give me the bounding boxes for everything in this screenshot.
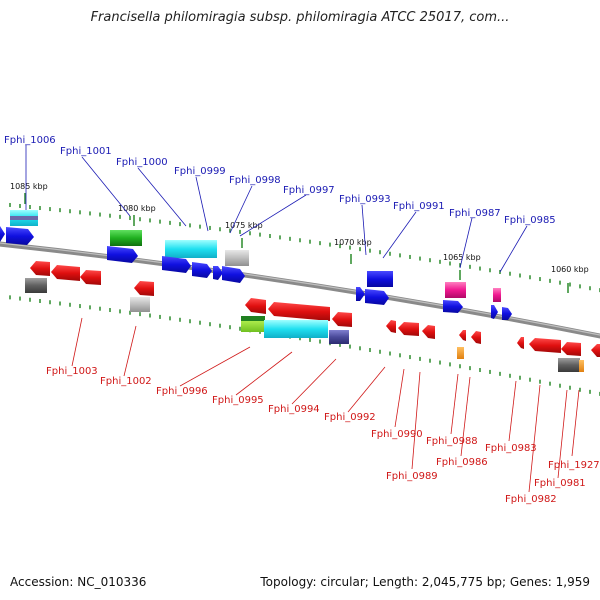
reverse-gene-labels: Fphi_1003 Fphi_1002 Fphi_0996 Fphi_0995 …: [46, 366, 600, 505]
gene-arrow[interactable]: [30, 261, 50, 276]
gene-arrow[interactable]: [591, 344, 600, 357]
gene-arrow[interactable]: [268, 302, 330, 321]
gene-box-0994[interactable]: [329, 330, 349, 344]
kbp-label-1075: 1075 kbp: [225, 221, 263, 230]
gene-box-0995[interactable]: [264, 320, 328, 338]
kbp-label-1070: 1070 kbp: [334, 238, 372, 247]
gene-label[interactable]: Fphi_0993: [339, 194, 391, 205]
gene-label[interactable]: Fphi_0995: [212, 395, 264, 406]
gene-label[interactable]: Fphi_0991: [393, 201, 445, 212]
gene-box-0996-stripe: [241, 316, 265, 321]
gene-arrow[interactable]: [422, 325, 435, 339]
gene-arrow[interactable]: [0, 226, 5, 242]
gene-label[interactable]: Fphi_0997: [283, 185, 335, 196]
gene-label[interactable]: Fphi_0996: [156, 386, 208, 397]
gene-box-0985[interactable]: [493, 288, 501, 302]
gene-label[interactable]: Fphi_0998: [229, 175, 281, 186]
gene-label[interactable]: Fphi_1000: [116, 157, 168, 168]
gene-label[interactable]: Fphi_0999: [174, 166, 226, 177]
map-title: Francisella philomiragia subsp. philomir…: [90, 10, 510, 25]
gene-label[interactable]: Fphi_0983: [485, 443, 537, 454]
gene-label[interactable]: Fphi_0982: [505, 494, 557, 505]
gene-box-1006-stripe: [10, 216, 38, 220]
gene-arrow[interactable]: [365, 289, 389, 305]
gene-box-1000[interactable]: [165, 240, 217, 258]
gene-arrow[interactable]: [356, 287, 365, 301]
gene-label[interactable]: Fphi_0989: [386, 471, 438, 482]
gene-arrow[interactable]: [459, 330, 466, 341]
gene-arrow[interactable]: [222, 266, 245, 283]
forward-gene-labels: Fphi_1006 Fphi_1001 Fphi_1000 Fphi_0999 …: [4, 135, 556, 226]
gene-arrow[interactable]: [134, 281, 154, 296]
gene-arrow[interactable]: [398, 322, 419, 336]
gene-arrow[interactable]: [443, 300, 463, 313]
gene-label[interactable]: Fphi_1006: [4, 135, 56, 146]
gene-label[interactable]: Fphi_0986: [436, 457, 488, 468]
gene-arrow[interactable]: [80, 270, 101, 285]
gene-box-0988[interactable]: [457, 347, 464, 359]
gene-label[interactable]: Fphi_0981: [534, 478, 586, 489]
gene-box-1001[interactable]: [110, 230, 142, 246]
label-connectors: [25, 145, 580, 493]
gene-label[interactable]: Fphi_1003: [46, 366, 98, 377]
gene-arrow[interactable]: [517, 337, 524, 349]
gene-arrow[interactable]: [386, 320, 396, 333]
gene-label[interactable]: Fphi_0988: [426, 436, 478, 447]
gene-label[interactable]: Fphi_0990: [371, 429, 423, 440]
kbp-label-1080: 1080 kbp: [118, 204, 156, 213]
gene-arrow[interactable]: [107, 246, 138, 263]
gene-box-0981[interactable]: [558, 358, 580, 372]
gene-arrow[interactable]: [192, 262, 212, 278]
gene-arrow[interactable]: [162, 256, 191, 273]
gene-label[interactable]: Fphi_0994: [268, 404, 320, 415]
gene-label[interactable]: Fphi_0987: [449, 208, 501, 219]
gene-arrow[interactable]: [491, 305, 498, 319]
gene-label[interactable]: Fphi_0992: [324, 412, 376, 423]
gene-box-0998[interactable]: [225, 250, 249, 266]
gene-arrow[interactable]: [332, 312, 352, 327]
gene-arrow[interactable]: [471, 331, 481, 344]
reverse-strand-genes: [25, 261, 600, 372]
gene-arrow[interactable]: [51, 265, 80, 281]
forward-strand-genes: [0, 210, 512, 320]
gene-arrow[interactable]: [529, 338, 561, 353]
gene-box-1002[interactable]: [130, 297, 150, 312]
gene-box-1003[interactable]: [25, 278, 47, 293]
gene-box-1927[interactable]: [579, 360, 584, 372]
gene-box-0993[interactable]: [367, 271, 393, 287]
gene-label[interactable]: Fphi_1002: [100, 376, 152, 387]
gene-arrow[interactable]: [561, 342, 581, 356]
topology-text: Topology: circular; Length: 2,045,775 bp…: [260, 575, 590, 589]
kbp-label-1060: 1060 kbp: [551, 265, 589, 274]
tick-marks: [9, 202, 600, 396]
gene-arrow[interactable]: [502, 307, 512, 320]
gene-box-0987[interactable]: [445, 282, 466, 298]
gene-label[interactable]: Fphi_0985: [504, 215, 556, 226]
accession-text: Accession: NC_010336: [10, 575, 147, 589]
gene-arrow[interactable]: [6, 227, 34, 245]
gene-label[interactable]: Fphi_1001: [60, 146, 112, 157]
gene-label[interactable]: Fphi_1927: [548, 460, 600, 471]
genome-backbone: [0, 241, 600, 339]
kbp-label-1065: 1065 kbp: [443, 253, 481, 262]
gene-arrow[interactable]: [245, 298, 266, 314]
gene-arrow[interactable]: [213, 266, 223, 280]
kbp-label-1085: 1085 kbp: [10, 182, 48, 191]
kbp-scale: 1085 kbp 1080 kbp 1075 kbp 1070 kbp 1065…: [10, 182, 589, 293]
